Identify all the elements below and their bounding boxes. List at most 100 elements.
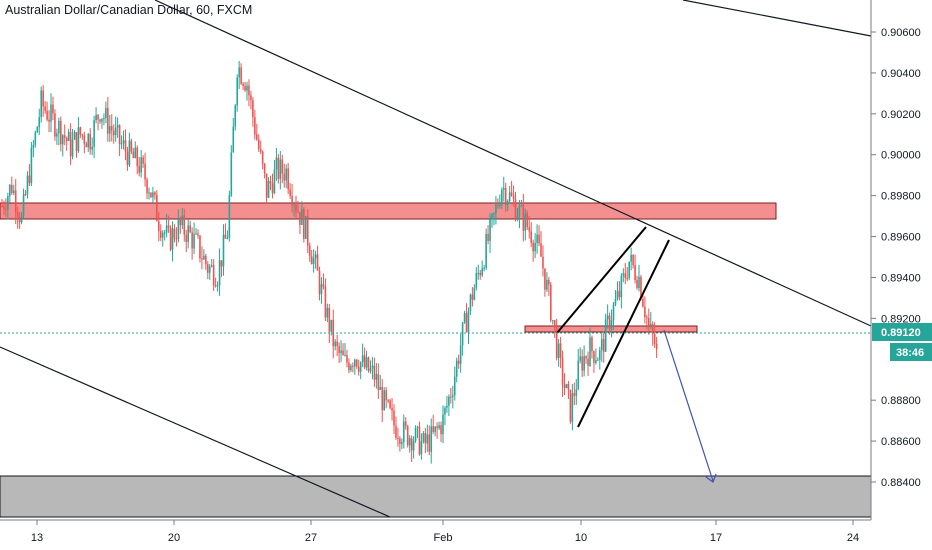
- candle-body: [30, 147, 33, 184]
- candle-body: [467, 311, 470, 333]
- price-axis[interactable]: [871, 0, 932, 520]
- candle-body: [242, 83, 244, 86]
- candle-body: [14, 190, 17, 213]
- price-tick-label: 0.88400: [881, 477, 921, 489]
- candle-body: [214, 285, 217, 287]
- candle-body: [522, 205, 525, 231]
- candle-body: [60, 120, 62, 145]
- candle-body: [563, 384, 566, 388]
- candle-body: [450, 396, 452, 398]
- candle-body: [289, 189, 291, 196]
- candle-body: [101, 118, 103, 122]
- candle-body: [124, 140, 127, 152]
- candle-body: [3, 206, 5, 210]
- candle-body: [252, 100, 254, 118]
- candle-body: [555, 327, 558, 358]
- candle-body: [393, 410, 395, 426]
- candle-body: [600, 338, 603, 351]
- candle-body: [334, 341, 336, 347]
- candle-body: [291, 195, 293, 205]
- candle-body: [144, 163, 146, 180]
- candle-body: [16, 212, 19, 218]
- candle-body: [83, 135, 86, 144]
- candle-body: [646, 317, 648, 319]
- candle-body: [293, 204, 295, 206]
- time-axis[interactable]: [0, 520, 871, 550]
- candle-body: [61, 135, 64, 145]
- candle-body: [536, 234, 538, 243]
- candle-body: [79, 127, 82, 135]
- candle-body: [24, 194, 27, 196]
- candle-body: [69, 131, 72, 157]
- candle-body: [534, 242, 536, 252]
- candle-body: [369, 368, 372, 372]
- current-price-badge: [872, 323, 932, 341]
- candle-body: [583, 356, 585, 371]
- countdown-badge: [890, 343, 932, 361]
- candle-body: [234, 105, 237, 127]
- candle-body: [655, 343, 658, 350]
- channel-line-lower[interactable]: [577, 239, 670, 428]
- candle-body: [526, 213, 529, 228]
- candle-body: [189, 225, 191, 233]
- price-tick-label: 0.90600: [881, 27, 921, 39]
- candle-body: [18, 217, 21, 223]
- candle-body: [608, 315, 611, 329]
- candle-body: [636, 280, 638, 288]
- candle-body: [199, 235, 201, 259]
- candle-body: [361, 355, 364, 363]
- candle-body: [193, 233, 195, 249]
- candle-body: [428, 434, 431, 452]
- candle-body: [99, 119, 101, 122]
- candle-body: [387, 400, 389, 402]
- candle-body: [9, 184, 11, 197]
- candle-body: [269, 181, 272, 184]
- candle-body: [479, 272, 482, 276]
- candle-body: [187, 225, 189, 242]
- candle-body: [40, 90, 42, 118]
- candle-body: [232, 126, 235, 153]
- candle-body: [624, 273, 627, 279]
- candle-body: [350, 365, 352, 371]
- candle-body: [203, 255, 205, 260]
- candle-body: [440, 425, 442, 435]
- candle-body: [281, 159, 284, 174]
- candle-body: [385, 390, 387, 401]
- projection-arrow[interactable]: [663, 329, 714, 482]
- upper-trendline[interactable]: [154, 0, 872, 327]
- channel-line-upper[interactable]: [556, 226, 647, 334]
- candle-body: [426, 434, 429, 444]
- candle-body: [540, 243, 542, 257]
- candle-body: [591, 337, 593, 352]
- candle-body: [581, 356, 583, 371]
- candle-body: [132, 151, 135, 159]
- top-right-trendline[interactable]: [682, 0, 872, 37]
- candle-body: [185, 234, 188, 242]
- candle-body: [438, 425, 440, 429]
- candle-body: [48, 119, 50, 122]
- candle-body: [508, 192, 511, 202]
- candle-body: [303, 209, 305, 239]
- resistance-zone[interactable]: [0, 202, 777, 220]
- candle-body: [506, 201, 509, 206]
- time-tick-label: 20: [168, 532, 180, 544]
- candle-body: [218, 260, 221, 286]
- candle-body: [463, 312, 466, 323]
- candle-body: [377, 374, 380, 391]
- candles: [1, 60, 658, 464]
- candle-body: [238, 67, 240, 78]
- candle-body: [279, 159, 282, 179]
- candle-body: [499, 205, 501, 207]
- lower-trendline[interactable]: [0, 346, 391, 518]
- current-price-label: 0.89120: [881, 327, 921, 339]
- candle-body: [606, 315, 609, 320]
- support-zone[interactable]: [0, 475, 872, 518]
- candle-body: [379, 386, 382, 391]
- candle-body: [424, 433, 427, 444]
- candle-body: [208, 266, 211, 273]
- candle-body: [177, 218, 180, 239]
- candle-body: [459, 345, 462, 364]
- candle-body: [301, 209, 303, 225]
